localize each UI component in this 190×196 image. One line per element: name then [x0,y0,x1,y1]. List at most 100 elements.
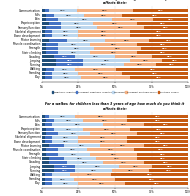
Bar [45,178,52,181]
Bar [42,47,46,50]
Bar [156,64,188,66]
Bar [119,165,152,168]
Bar [42,72,45,75]
Text: 28%: 28% [93,69,99,70]
Text: 26%: 26% [83,40,89,41]
Bar [42,68,46,71]
Bar [58,47,94,50]
Text: 40%: 40% [156,77,162,78]
Text: 18%: 18% [62,183,68,184]
Text: 25%: 25% [76,27,82,28]
Text: 25%: 25% [79,145,85,146]
Text: 32%: 32% [99,183,105,184]
Bar [103,123,144,126]
Bar [49,157,64,160]
Text: 25%: 25% [91,170,97,171]
Bar [61,26,97,29]
Text: 28%: 28% [121,162,127,163]
Bar [127,136,188,139]
Text: 42%: 42% [154,116,160,117]
Text: 50%: 50% [149,179,154,180]
Bar [152,165,188,168]
Bar [112,169,149,172]
Text: 33%: 33% [103,77,108,78]
Text: 30%: 30% [163,162,169,163]
Bar [103,161,144,164]
Text: 15%: 15% [62,166,67,167]
Text: 35%: 35% [98,116,104,117]
Bar [45,115,49,118]
Text: 32%: 32% [108,149,113,150]
Bar [54,119,83,122]
Bar [46,152,58,156]
Bar [46,14,54,16]
Bar [83,119,127,122]
Text: 25%: 25% [130,56,136,57]
Text: 32%: 32% [118,27,124,28]
Text: 20%: 20% [65,129,71,130]
Bar [149,38,188,42]
Bar [45,34,52,37]
Text: 40%: 40% [156,129,162,130]
Bar [45,123,52,126]
Bar [42,161,49,164]
Text: 35%: 35% [160,23,165,24]
Text: 18%: 18% [62,73,68,74]
Bar [144,123,188,126]
Bar [58,51,90,54]
Bar [52,178,74,181]
Bar [162,59,188,62]
Bar [42,173,45,176]
Bar [42,132,46,135]
Bar [122,14,188,16]
Bar [78,136,127,139]
Bar [42,18,46,21]
Text: 35%: 35% [101,35,107,36]
Bar [127,140,188,143]
Bar [42,38,49,42]
Text: 18%: 18% [67,60,72,61]
Bar [67,161,103,164]
Text: 35%: 35% [160,133,165,134]
Bar [42,123,45,126]
Bar [45,182,52,185]
Text: 30%: 30% [163,27,169,28]
Bar [42,9,45,12]
Text: 15%: 15% [62,69,67,70]
Bar [144,26,188,29]
Bar [42,26,46,29]
Bar [45,140,52,143]
Bar [112,18,153,21]
Bar [83,64,124,66]
Text: 22%: 22% [71,52,77,53]
Text: 19%: 19% [60,10,66,11]
Bar [144,161,188,164]
Bar [49,22,61,25]
Text: 25%: 25% [127,170,133,171]
Bar [78,34,130,37]
Bar [100,144,144,147]
Bar [42,157,49,160]
Bar [137,51,188,54]
Bar [42,115,45,118]
Text: 24%: 24% [168,19,173,20]
Bar [127,115,188,118]
Bar [130,30,188,33]
Text: 35%: 35% [101,31,107,32]
Bar [42,34,45,37]
Bar [132,9,188,12]
Bar [75,55,115,58]
Bar [137,43,188,46]
Bar [78,182,125,185]
Text: 25%: 25% [73,48,79,49]
Bar [94,47,141,50]
Bar [56,64,83,66]
Bar [90,152,137,156]
Text: 18%: 18% [67,64,72,65]
Bar [67,38,105,42]
Bar [46,68,54,71]
Text: 30%: 30% [112,23,118,24]
Text: 33%: 33% [100,141,105,142]
Bar [49,161,67,164]
Bar [52,72,78,75]
